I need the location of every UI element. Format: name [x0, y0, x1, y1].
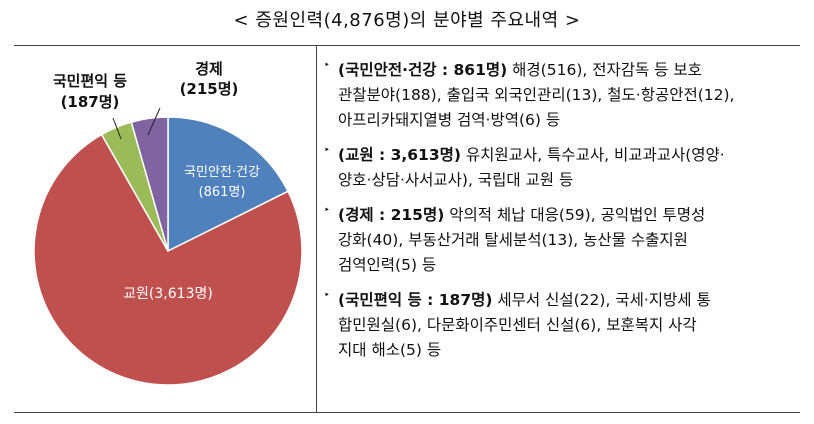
list-item-convenience: ‣ (국민편익 등 : 187명) 세무서 신설(22), 국세·지방세 통 합…: [322, 288, 802, 363]
item-first-line: (경제 : 215명) 악의적 체납 대응(59), 공익법인 투명성: [338, 203, 802, 228]
slice-label-economy: 경제: [195, 60, 223, 78]
item-text: 유치원교사, 특수교사, 비교과교사(영양·: [460, 146, 725, 164]
pie-chart: 국민안전·건강 (861명) 교원(3,613명) 국민편익 등 (187명) …: [33, 60, 303, 386]
column-divider: [316, 46, 317, 412]
bottom-rule: [14, 412, 800, 413]
item-text-line: 아프리카돼지열병 검역·방역(6) 등: [338, 111, 561, 129]
list-item-safety: ‣ (국민안전·건강 : 861명) 해경(516), 전자감독 등 보호 관찰…: [322, 58, 802, 133]
pie-slice-teachers: [33, 133, 303, 386]
pie-slice-safety: [167, 116, 289, 253]
list-item-economy: ‣ (경제 : 215명) 악의적 체납 대응(59), 공익법인 투명성 강화…: [322, 203, 802, 278]
leader-line-convenience: [112, 117, 122, 140]
bullet-icon: ‣: [324, 205, 330, 216]
item-text-line: 합민원실(6), 다문화이주민센터 신설(6), 보훈복지 사각: [338, 316, 697, 334]
item-heading: (국민편익 등 : 187명): [338, 291, 493, 309]
top-rule: [14, 45, 800, 46]
leader-line-economy: [147, 107, 161, 136]
item-heading: (국민안전·건강 : 861명): [338, 61, 508, 79]
item-heading: (경제 : 215명): [338, 206, 445, 224]
item-first-line: (교원 : 3,613명) 유치원교사, 특수교사, 비교과교사(영양·: [338, 143, 802, 168]
slice-label-convenience: 국민편익 등: [53, 72, 127, 90]
item-first-line: (국민안전·건강 : 861명) 해경(516), 전자감독 등 보호: [338, 58, 802, 83]
detail-list: ‣ (국민안전·건강 : 861명) 해경(516), 전자감독 등 보호 관찰…: [322, 58, 802, 373]
item-text-line: 검역인력(5) 등: [338, 256, 437, 274]
item-first-line: (국민편익 등 : 187명) 세무서 신설(22), 국세·지방세 통: [338, 288, 802, 313]
slice-value-safety: (861명): [199, 185, 246, 200]
item-text-line: 관찰분야(188), 출입국 외국인관리(13), 철도·항공안전(12),: [338, 86, 735, 104]
page-title: < 증원인력(4,876명)의 분야별 주요내역 >: [233, 10, 581, 31]
item-text: 해경(516), 전자감독 등 보호: [507, 61, 702, 79]
pie-slice-economy: [130, 116, 169, 252]
bullet-icon: ‣: [324, 60, 330, 71]
list-item-teachers: ‣ (교원 : 3,613명) 유치원교사, 특수교사, 비교과교사(영양· 양…: [322, 143, 802, 193]
item-text: 악의적 체납 대응(59), 공익법인 투명성: [444, 206, 706, 224]
item-text-line: 강화(40), 부동산거래 탈세분석(13), 농산물 수출지원: [338, 231, 688, 249]
bullet-icon: ‣: [324, 145, 330, 156]
slice-label-safety: 국민안전·건강: [184, 165, 260, 180]
bullet-icon: ‣: [324, 290, 330, 301]
item-text-line: 양호·상담·사서교사), 국립대 교원 등: [338, 171, 574, 189]
slice-value-convenience: (187명): [61, 93, 120, 111]
item-text: 세무서 신설(22), 국세·지방세 통: [492, 291, 711, 309]
slice-label-teachers: 교원(3,613명): [123, 286, 213, 302]
item-text-line: 지대 해소(5) 등: [338, 341, 442, 359]
slice-value-economy: (215명): [180, 80, 239, 98]
item-heading: (교원 : 3,613명): [338, 146, 461, 164]
